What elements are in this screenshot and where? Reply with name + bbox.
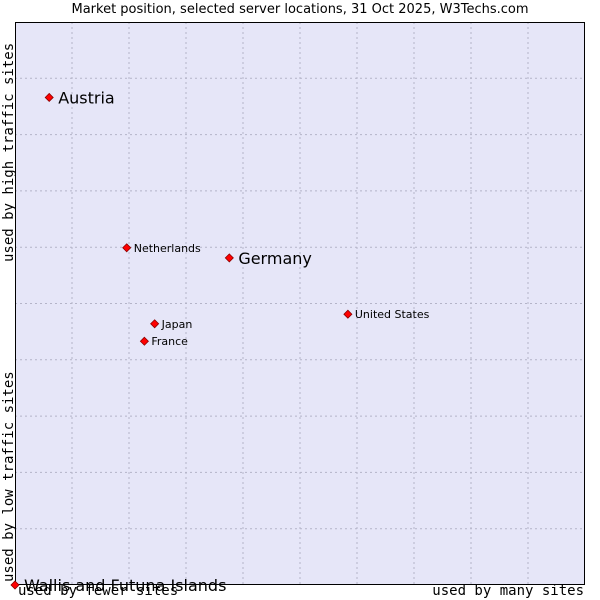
point-marker — [150, 319, 160, 329]
point-label: France — [151, 335, 188, 348]
y-axis-label-high: used by high traffic sites — [1, 42, 17, 262]
data-point: United States — [343, 308, 430, 321]
y-axis-label-low: used by low traffic sites — [1, 371, 17, 582]
data-point: Netherlands — [122, 242, 201, 255]
data-point: France — [139, 335, 188, 348]
point-marker — [139, 336, 149, 346]
point-marker — [224, 253, 234, 263]
data-point: Austria — [44, 88, 115, 107]
point-marker — [343, 309, 353, 319]
grid-lines — [15, 22, 585, 585]
data-point: Germany — [224, 249, 312, 268]
point-label: Austria — [58, 88, 115, 107]
point-marker — [44, 92, 54, 103]
plot-border — [15, 22, 585, 585]
point-label: United States — [355, 308, 430, 321]
point-label: Germany — [238, 249, 312, 268]
point-marker — [10, 580, 20, 590]
point-label: Wallis and Futuna Islands — [24, 576, 226, 595]
x-axis-label-fewer: used by fewer sites — [18, 583, 179, 599]
x-axis-label-many: used by many sites — [432, 583, 584, 599]
data-point: Wallis and Futuna Islands — [10, 576, 226, 595]
chart-title: Market position, selected server locatio… — [71, 2, 529, 17]
point-marker — [122, 243, 132, 253]
data-points: Austria Netherlands Germany United States Ja… — [10, 88, 430, 595]
point-label: Netherlands — [134, 242, 201, 255]
point-label: Japan — [161, 318, 193, 331]
data-point: Japan — [150, 318, 193, 331]
